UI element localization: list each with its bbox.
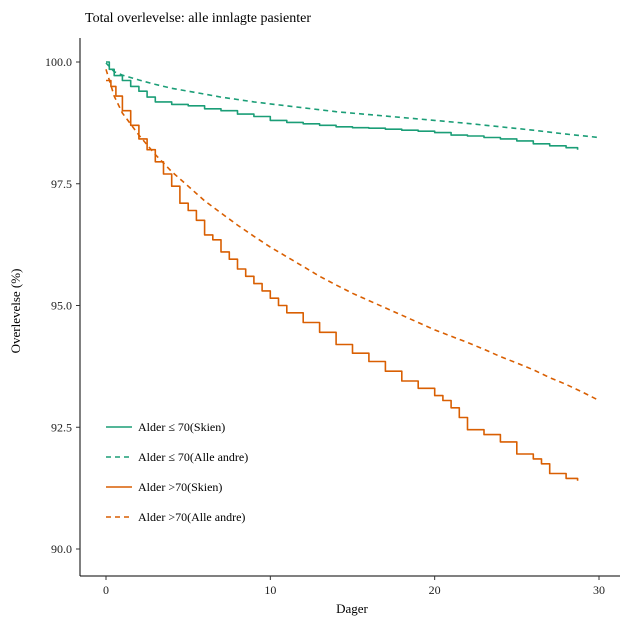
x-tick-label: 20 <box>429 583 441 597</box>
legend-label-3: Alder >70(Skien) <box>138 480 222 494</box>
x-axis-title: Dager <box>336 601 368 616</box>
series-line-3 <box>106 79 579 481</box>
legend-label-4: Alder >70(Alle andre) <box>138 510 245 524</box>
series-layer <box>105 61 600 481</box>
legend: Alder ≤ 70(Skien) Alder ≤ 70(Alle andre) A… <box>106 420 248 524</box>
series-line-2 <box>105 62 600 139</box>
y-tick-label: 90.0 <box>51 542 72 556</box>
axes: 0 10 20 30 90.0 92.5 95.0 97.5 100.0 <box>45 38 620 597</box>
x-tick-label: 0 <box>103 583 109 597</box>
y-tick-label: 97.5 <box>51 177 72 191</box>
y-tick-label: 92.5 <box>51 420 72 434</box>
x-tick-label: 10 <box>264 583 276 597</box>
series-line-1 <box>106 61 579 150</box>
series-line-4 <box>105 69 600 402</box>
legend-label-1: Alder ≤ 70(Skien) <box>138 420 225 434</box>
y-tick-label: 95.0 <box>51 299 72 313</box>
y-tick-label: 100.0 <box>45 55 72 69</box>
chart-title: Total overlevelse: alle innlagte pasient… <box>85 11 311 26</box>
legend-label-2: Alder ≤ 70(Alle andre) <box>138 450 248 464</box>
x-tick-label: 30 <box>593 583 605 597</box>
y-axis-title: Overlevelse (%) <box>8 269 23 354</box>
